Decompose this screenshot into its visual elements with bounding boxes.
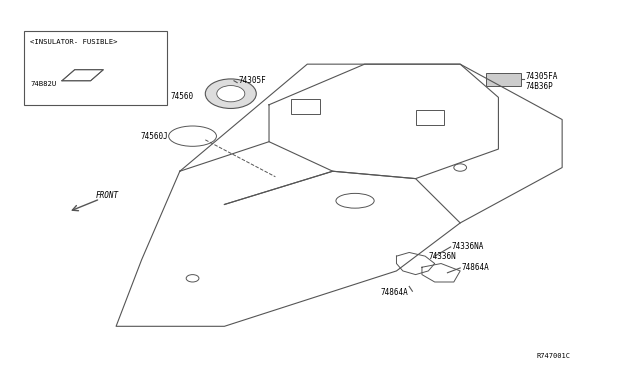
Ellipse shape [336, 193, 374, 208]
Text: R747001C: R747001C [537, 353, 571, 359]
Text: 74305F: 74305F [239, 76, 266, 84]
FancyBboxPatch shape [415, 110, 444, 125]
Text: 74864A: 74864A [461, 263, 489, 272]
Text: 74B36P: 74B36P [525, 82, 553, 91]
Polygon shape [62, 70, 103, 81]
Text: 74305FA: 74305FA [525, 72, 557, 81]
Text: 74B82U: 74B82U [30, 81, 56, 87]
Text: 74560: 74560 [170, 92, 193, 101]
Text: 74864A: 74864A [381, 288, 408, 297]
Circle shape [454, 164, 467, 171]
FancyBboxPatch shape [486, 73, 521, 86]
FancyBboxPatch shape [24, 31, 167, 105]
Text: 74336NA: 74336NA [452, 242, 484, 251]
Text: 74336N: 74336N [428, 251, 456, 261]
Circle shape [217, 86, 245, 102]
Text: 74560J: 74560J [140, 132, 168, 141]
Text: FRONT: FRONT [96, 191, 119, 200]
Ellipse shape [169, 126, 216, 146]
FancyBboxPatch shape [291, 99, 320, 114]
Circle shape [205, 79, 256, 109]
Circle shape [186, 275, 199, 282]
Text: <INSULATOR- FUSIBLE>: <INSULATOR- FUSIBLE> [30, 39, 118, 45]
